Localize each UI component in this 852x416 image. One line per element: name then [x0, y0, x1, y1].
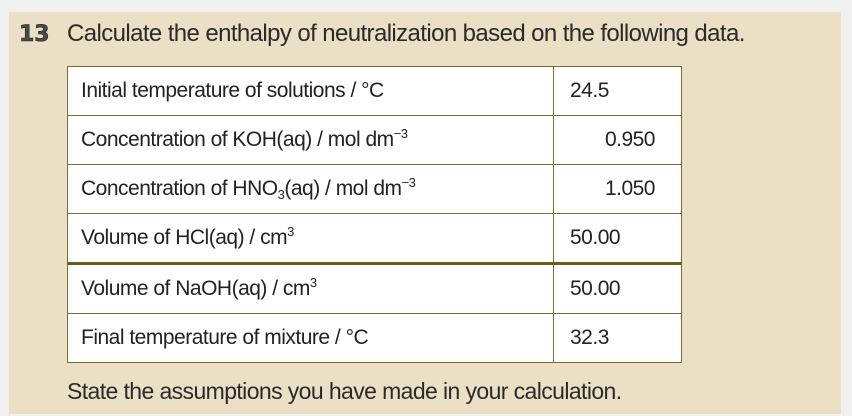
question-prompt: Calculate the enthalpy of neutralization…	[67, 20, 745, 47]
table-row: Volume of HCl(aq) / cm3 50.00	[67, 213, 682, 264]
row-value: 24.5	[553, 66, 682, 116]
table-row: Final temperature of mixture / °C 32.3	[67, 313, 682, 363]
question-header: 13 Calculate the enthalpy of neutralizat…	[19, 20, 746, 48]
table-row: Concentration of KOH(aq) / mol dm−3 0.95…	[67, 115, 682, 165]
data-table: Initial temperature of solutions / °C 24…	[67, 66, 682, 363]
row-value: 50.00	[553, 213, 682, 264]
row-value: 0.950	[553, 115, 682, 165]
question-panel: 13 Calculate the enthalpy of neutralizat…	[9, 12, 841, 414]
row-label: Initial temperature of solutions / °C	[67, 66, 554, 116]
table-row: Initial temperature of solutions / °C 24…	[67, 66, 682, 116]
row-label: Volume of NaOH(aq) / cm3	[67, 262, 554, 314]
table-row: Volume of NaOH(aq) / cm3 50.00	[67, 262, 682, 314]
row-value: 1.050	[553, 164, 682, 214]
row-label: Final temperature of mixture / °C	[67, 313, 554, 363]
row-label: Volume of HCl(aq) / cm3	[67, 213, 554, 264]
row-label: Concentration of KOH(aq) / mol dm−3	[67, 115, 554, 165]
row-value: 32.3	[553, 313, 682, 363]
row-label: Concentration of HNO3(aq) / mol dm−3	[67, 164, 554, 214]
question-number: 13	[19, 22, 50, 48]
assumptions-instruction: State the assumptions you have made in y…	[67, 378, 622, 404]
row-value: 50.00	[553, 262, 682, 314]
table-row: Concentration of HNO3(aq) / mol dm−3 1.0…	[67, 164, 682, 214]
